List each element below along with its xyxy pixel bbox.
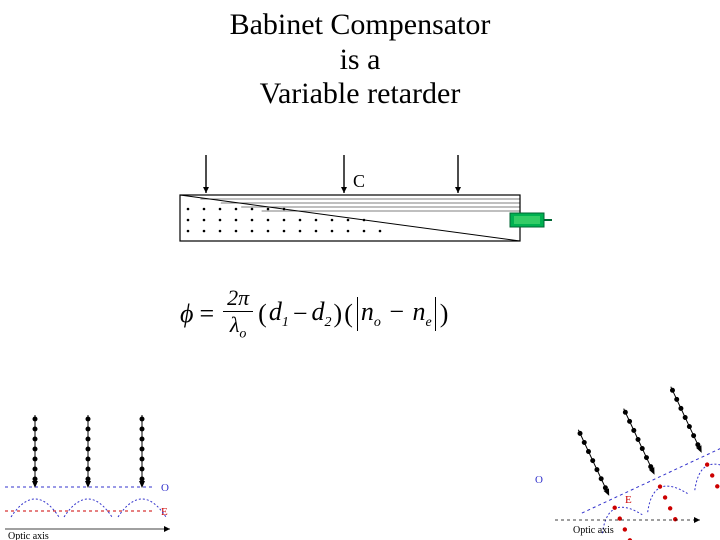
minus2: − xyxy=(389,297,404,326)
title-block: Babinet Compensator is a Variable retard… xyxy=(0,8,720,112)
rparen1: ) xyxy=(334,299,343,329)
ne: ne xyxy=(413,297,432,326)
lparen2: ( xyxy=(344,299,353,329)
svg-text:E: E xyxy=(625,494,632,506)
svg-text:Optic axis: Optic axis xyxy=(573,525,614,536)
compensator-diagram: C xyxy=(170,155,560,265)
lambda-sub: o xyxy=(239,326,246,341)
lambda: λ xyxy=(230,312,240,337)
bottom-left-diagram: OEOptic axis xyxy=(0,415,175,540)
d2: d2 xyxy=(312,297,332,331)
svg-text:O: O xyxy=(161,482,169,494)
svg-text:O: O xyxy=(535,474,543,486)
equals: = xyxy=(199,299,214,329)
formula: ϕ = 2π λo ( d1 − d2 ) ( no − ne ) xyxy=(180,285,448,342)
title-line-3: Variable retarder xyxy=(0,77,720,112)
bottom-right-diagram: O E Optic axis xyxy=(505,385,720,540)
denominator: λo xyxy=(226,312,251,342)
rparen2: ) xyxy=(440,299,449,329)
abs-group: no − ne xyxy=(357,297,436,331)
title-line-2: is a xyxy=(0,43,720,78)
minus1: − xyxy=(293,299,308,329)
phi: ϕ xyxy=(180,299,193,329)
numerator: 2π xyxy=(223,285,253,312)
d1: d1 xyxy=(269,297,289,331)
no: no xyxy=(361,297,381,326)
lparen1: ( xyxy=(258,299,267,329)
title-line-1: Babinet Compensator xyxy=(0,8,720,43)
svg-text:Optic axis: Optic axis xyxy=(8,531,49,540)
svg-text:C: C xyxy=(353,171,365,191)
fraction: 2π λo xyxy=(223,285,253,342)
